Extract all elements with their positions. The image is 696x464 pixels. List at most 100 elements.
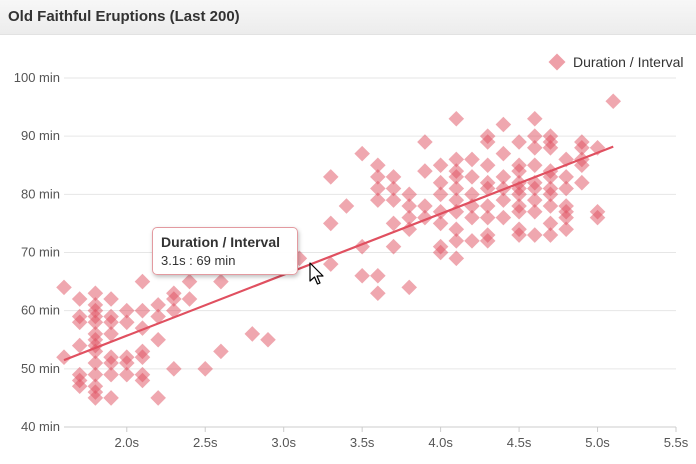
data-point[interactable]: [495, 169, 512, 185]
data-point[interactable]: [448, 163, 465, 179]
data-point[interactable]: [526, 128, 543, 144]
data-point[interactable]: [370, 285, 386, 301]
data-point[interactable]: [432, 238, 449, 255]
data-point[interactable]: [479, 198, 496, 214]
data-point[interactable]: [150, 308, 166, 325]
data-point[interactable]: [401, 186, 418, 203]
data-point[interactable]: [71, 291, 88, 307]
data-point[interactable]: [479, 209, 496, 226]
data-point[interactable]: [448, 180, 465, 197]
data-point[interactable]: [370, 192, 386, 208]
data-point[interactable]: [385, 169, 402, 185]
data-point[interactable]: [166, 285, 182, 301]
data-point[interactable]: [479, 128, 496, 144]
data-point[interactable]: [103, 390, 119, 406]
data-point[interactable]: [526, 157, 543, 174]
data-point[interactable]: [479, 174, 496, 191]
data-point[interactable]: [432, 174, 449, 191]
data-point[interactable]: [417, 134, 433, 150]
data-point[interactable]: [385, 215, 402, 232]
data-point[interactable]: [542, 215, 559, 232]
data-point[interactable]: [134, 366, 151, 383]
data-point[interactable]: [511, 198, 527, 214]
data-point[interactable]: [526, 204, 543, 220]
data-point[interactable]: [150, 390, 166, 406]
data-point[interactable]: [134, 343, 151, 360]
data-point[interactable]: [134, 302, 151, 319]
data-point[interactable]: [495, 192, 512, 208]
data-point[interactable]: [464, 186, 480, 203]
data-point[interactable]: [401, 198, 418, 214]
data-point[interactable]: [338, 198, 355, 214]
data-point[interactable]: [558, 221, 574, 238]
data-point[interactable]: [574, 134, 590, 150]
data-point[interactable]: [401, 209, 418, 226]
data-point[interactable]: [166, 302, 182, 319]
data-point[interactable]: [56, 279, 72, 296]
data-point[interactable]: [87, 285, 104, 301]
data-point[interactable]: [417, 163, 433, 179]
data-point[interactable]: [448, 192, 465, 208]
data-point[interactable]: [511, 157, 527, 174]
data-point[interactable]: [495, 145, 512, 162]
data-point[interactable]: [150, 331, 166, 348]
data-point[interactable]: [542, 227, 559, 243]
data-point[interactable]: [448, 204, 465, 220]
data-point[interactable]: [542, 198, 559, 214]
data-point[interactable]: [526, 192, 543, 208]
data-point[interactable]: [448, 233, 465, 249]
data-point[interactable]: [166, 361, 182, 377]
data-point[interactable]: [464, 151, 480, 168]
data-point[interactable]: [464, 209, 480, 226]
data-point[interactable]: [134, 273, 151, 290]
data-point[interactable]: [244, 326, 261, 342]
data-point[interactable]: [354, 145, 370, 162]
data-point[interactable]: [213, 273, 229, 290]
data-point[interactable]: [495, 116, 512, 133]
data-point[interactable]: [197, 361, 214, 377]
data-point[interactable]: [432, 157, 449, 174]
data-point[interactable]: [542, 128, 559, 144]
data-point[interactable]: [322, 169, 339, 185]
data-point[interactable]: [370, 169, 386, 185]
data-point[interactable]: [448, 221, 465, 238]
data-point[interactable]: [385, 238, 402, 255]
data-point[interactable]: [448, 110, 465, 127]
data-point[interactable]: [479, 157, 496, 174]
data-point[interactable]: [103, 291, 119, 307]
data-point[interactable]: [417, 198, 433, 214]
data-point[interactable]: [370, 157, 386, 174]
data-point[interactable]: [385, 192, 402, 208]
data-point[interactable]: [542, 180, 559, 197]
data-point[interactable]: [558, 198, 574, 214]
data-point[interactable]: [354, 267, 370, 284]
data-point[interactable]: [181, 273, 198, 290]
data-point[interactable]: [432, 215, 449, 232]
data-point[interactable]: [526, 110, 543, 127]
data-point[interactable]: [511, 134, 527, 150]
data-point[interactable]: [181, 291, 198, 307]
data-point[interactable]: [511, 221, 527, 238]
data-point[interactable]: [526, 140, 543, 156]
data-point[interactable]: [605, 93, 622, 110]
data-point[interactable]: [589, 204, 606, 220]
data-point[interactable]: [118, 302, 135, 319]
data-point[interactable]: [558, 169, 574, 185]
data-point[interactable]: [213, 343, 229, 360]
data-point[interactable]: [558, 180, 574, 197]
data-point[interactable]: [370, 180, 386, 197]
data-point[interactable]: [526, 227, 543, 243]
data-point[interactable]: [385, 180, 402, 197]
data-point[interactable]: [448, 250, 465, 267]
data-point[interactable]: [260, 331, 276, 348]
data-point[interactable]: [464, 233, 480, 249]
data-point[interactable]: [448, 151, 465, 168]
legend-label[interactable]: Duration / Interval: [573, 54, 684, 70]
data-point[interactable]: [401, 279, 418, 296]
data-point[interactable]: [464, 169, 480, 185]
data-point[interactable]: [322, 215, 339, 232]
data-point[interactable]: [370, 267, 386, 284]
data-point[interactable]: [574, 174, 590, 191]
data-point[interactable]: [495, 209, 512, 226]
